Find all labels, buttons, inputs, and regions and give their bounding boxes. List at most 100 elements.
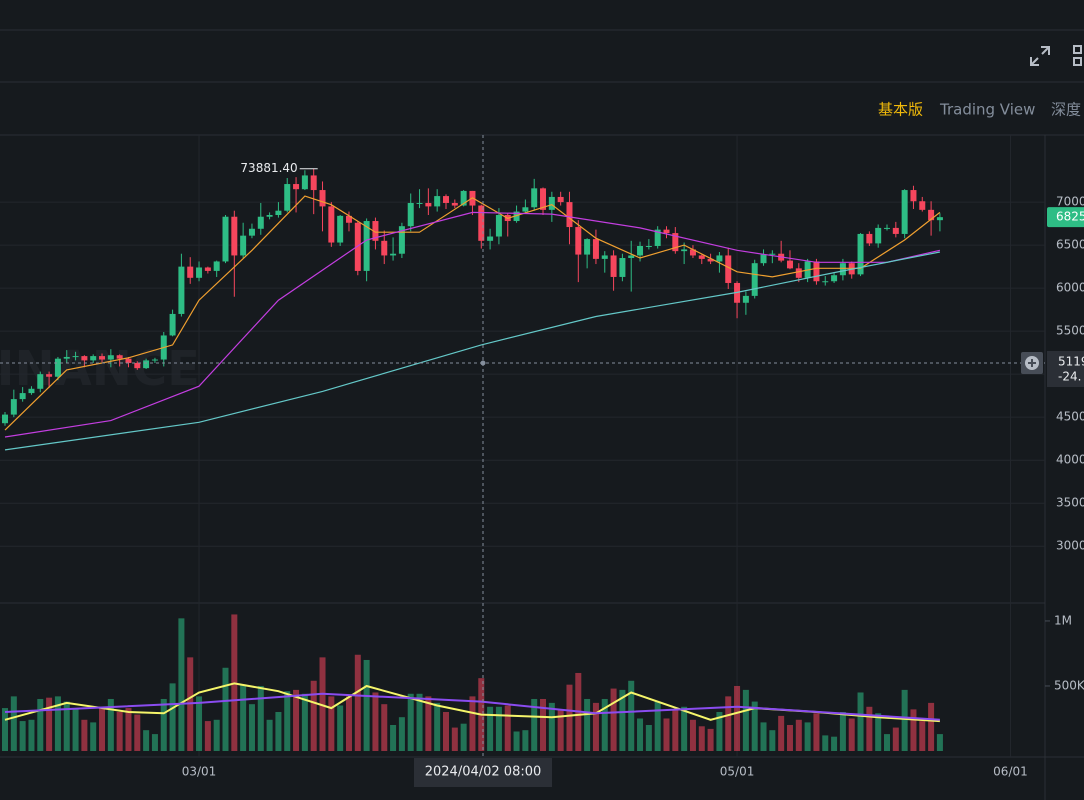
candle-body — [381, 240, 388, 256]
volume-bar — [160, 698, 167, 751]
y-tick-label: 70000 — [1056, 195, 1084, 209]
candle-body — [460, 190, 467, 206]
candle-body — [151, 359, 158, 361]
volume-bar — [566, 684, 573, 751]
candle-body — [319, 190, 326, 207]
volume-bar — [469, 696, 476, 751]
candle-body — [831, 275, 838, 282]
volume-bar — [398, 717, 405, 751]
candle-body — [540, 188, 547, 210]
candle-body — [63, 356, 70, 359]
candle-body — [345, 215, 352, 223]
volume-bar — [345, 696, 352, 751]
candle-body — [742, 295, 749, 303]
crosshair-dot — [480, 360, 486, 366]
candle-body — [751, 263, 758, 296]
candle-body — [451, 202, 458, 206]
volume-bar — [354, 654, 361, 751]
fullscreen-icon[interactable] — [1030, 46, 1050, 66]
volume-bar — [363, 659, 370, 751]
candle-body — [857, 233, 864, 275]
candle-body — [716, 255, 723, 262]
candle-body — [372, 221, 379, 241]
volume-tick-label: 1M — [1054, 613, 1072, 627]
tab-tradingview[interactable]: Trading View — [939, 101, 1035, 119]
volume-bar — [63, 701, 70, 751]
candle-body — [81, 356, 88, 361]
volume-bar — [689, 719, 696, 751]
volume-bar — [134, 714, 141, 751]
candle-body — [37, 374, 44, 389]
candle-body — [107, 355, 114, 360]
candle-body — [337, 215, 344, 243]
volume-bar — [407, 693, 414, 751]
volume-bar — [204, 721, 211, 751]
volume-bar — [681, 706, 688, 751]
volume-bar — [584, 698, 591, 751]
candle-body — [892, 227, 899, 234]
volume-bar — [504, 705, 511, 751]
volume-bar — [337, 705, 344, 751]
candle-body — [46, 374, 53, 377]
volume-bar — [813, 713, 820, 751]
volume-bar — [99, 708, 106, 751]
candle-body — [28, 388, 35, 394]
volume-bar — [248, 704, 255, 751]
tab-basic[interactable]: 基本版 — [878, 101, 923, 119]
volume-bar — [786, 724, 793, 751]
volume-bar — [751, 701, 758, 751]
volume-bar — [284, 691, 291, 751]
volume-bar — [240, 684, 247, 751]
candle-body — [434, 196, 441, 207]
candle-body — [557, 196, 564, 203]
candle-body — [689, 249, 696, 256]
volume-bar — [857, 692, 864, 751]
volume-bar — [125, 708, 132, 751]
candle-body — [407, 202, 414, 227]
volume-bar — [293, 689, 300, 751]
volume-bar — [831, 736, 838, 751]
candle-body — [698, 255, 705, 259]
candle-body — [531, 188, 538, 208]
candle-body — [487, 236, 494, 241]
volume-bar — [734, 685, 741, 751]
candle-body — [10, 399, 17, 415]
volume-bar — [592, 702, 599, 751]
candle-body — [143, 360, 150, 369]
layout-icon[interactable] — [1073, 45, 1082, 66]
volume-bar — [28, 719, 35, 751]
candle-body — [72, 356, 79, 358]
volume-bar — [875, 713, 882, 751]
crosshair-price-label: 5119 — [1058, 355, 1084, 369]
candle-body — [928, 209, 935, 221]
volume-bar — [892, 727, 899, 751]
add-alert-plus — [1028, 359, 1036, 367]
volume-bar — [151, 734, 158, 751]
volume-bar — [425, 696, 432, 751]
volume-bar — [90, 722, 97, 751]
candle-body — [240, 235, 247, 256]
volume-bar — [795, 719, 802, 751]
volume-bar — [804, 722, 811, 751]
candle-body — [425, 202, 432, 207]
volume-average-line — [4, 692, 940, 721]
volume-bar — [222, 667, 229, 751]
candle-body — [284, 184, 291, 211]
add-alert-button[interactable] — [1021, 352, 1043, 374]
candle-body — [619, 258, 626, 277]
volume-bar — [707, 728, 714, 751]
candle-body — [354, 222, 361, 271]
candle-body — [786, 260, 793, 269]
volume-bar — [610, 688, 617, 751]
volume-bar — [919, 721, 926, 751]
volume-bar — [778, 715, 785, 751]
tab-depth[interactable]: 深度 — [1051, 101, 1081, 119]
crosshair-date-box — [414, 758, 552, 787]
volume-bar — [301, 693, 308, 751]
volume-bar — [540, 698, 547, 751]
volume-bar — [257, 685, 264, 751]
candle-body — [522, 207, 529, 212]
volume-bar — [10, 696, 17, 751]
